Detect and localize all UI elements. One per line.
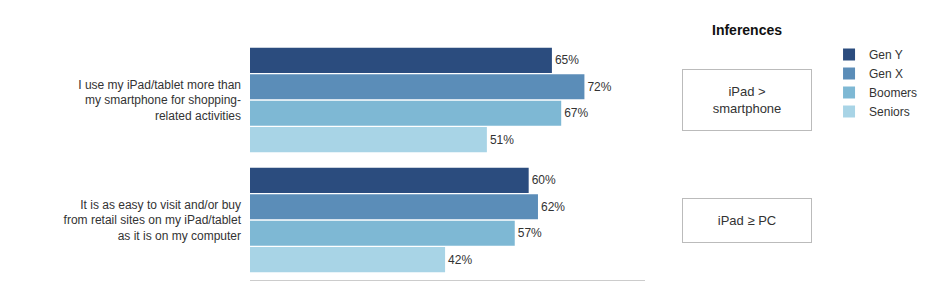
svg-text:iPad ≥ PC: iPad ≥ PC bbox=[718, 213, 776, 228]
svg-text:57%: 57% bbox=[518, 226, 542, 240]
svg-text:It is as easy to visit and/or: It is as easy to visit and/or buyfrom re… bbox=[64, 198, 242, 243]
svg-text:67%: 67% bbox=[564, 106, 588, 120]
svg-text:Seniors: Seniors bbox=[869, 105, 910, 119]
svg-text:I use my iPad/tablet more than: I use my iPad/tablet more thanmy smartph… bbox=[78, 78, 241, 123]
svg-text:42%: 42% bbox=[448, 253, 472, 267]
svg-text:Gen X: Gen X bbox=[869, 67, 903, 81]
svg-text:51%: 51% bbox=[490, 133, 514, 147]
svg-text:62%: 62% bbox=[541, 200, 565, 214]
svg-text:Gen Y: Gen Y bbox=[869, 48, 903, 62]
svg-text:Inferences: Inferences bbox=[712, 22, 782, 38]
svg-text:Boomers: Boomers bbox=[869, 86, 917, 100]
svg-text:iPad >smartphone: iPad >smartphone bbox=[713, 84, 782, 116]
svg-text:60%: 60% bbox=[532, 173, 556, 187]
svg-text:72%: 72% bbox=[587, 80, 611, 94]
svg-text:65%: 65% bbox=[555, 53, 579, 67]
